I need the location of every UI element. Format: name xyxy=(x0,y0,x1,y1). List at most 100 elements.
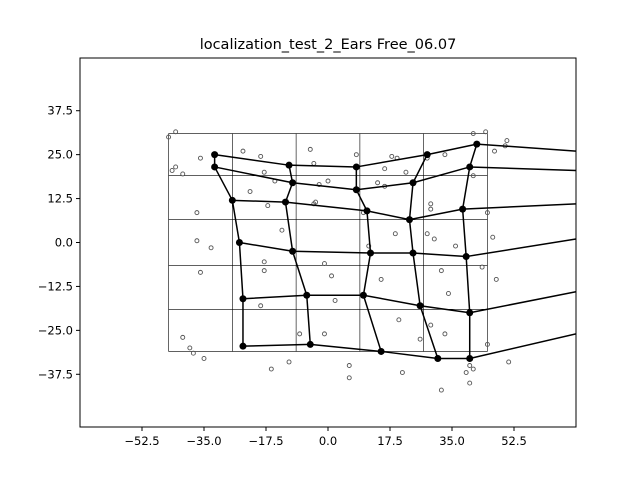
y-tick-label: −37.5 xyxy=(38,367,73,381)
y-tick-label: 37.5 xyxy=(47,104,73,118)
estimated-grid-node xyxy=(409,179,417,187)
estimated-grid-tail xyxy=(469,290,576,314)
response-point xyxy=(201,356,207,361)
response-point xyxy=(332,298,338,303)
estimated-grid-node xyxy=(281,198,289,206)
response-point xyxy=(375,180,381,186)
estimated-grid-node xyxy=(235,239,243,246)
response-point xyxy=(286,359,292,365)
chart-title: localization_test_2_Ears Free_06.07 xyxy=(200,37,457,53)
response-point xyxy=(483,129,489,135)
response-point xyxy=(346,363,352,368)
response-point xyxy=(417,336,423,342)
estimated-grid-node xyxy=(352,163,360,171)
response-point xyxy=(446,291,451,296)
response-point xyxy=(490,234,496,240)
response-point xyxy=(322,261,327,267)
plot-area xyxy=(166,129,576,393)
response-point xyxy=(438,387,444,393)
response-point xyxy=(265,203,271,209)
response-point xyxy=(428,201,434,207)
estimated-grid-node xyxy=(459,205,467,213)
estimated-grid-row xyxy=(242,294,470,314)
estimated-grid-node xyxy=(303,291,311,299)
estimated-grid-node xyxy=(352,186,360,194)
estimated-grid-tail xyxy=(466,238,576,258)
response-point xyxy=(442,331,448,337)
response-point xyxy=(428,206,434,212)
x-tick-label: 0.0 xyxy=(319,434,337,448)
response-point xyxy=(467,363,473,368)
estimated-grid-node xyxy=(359,291,367,299)
estimated-grid-node xyxy=(462,253,470,261)
response-point xyxy=(240,148,246,154)
estimated-grid-tail xyxy=(462,203,576,210)
response-point xyxy=(493,276,499,282)
response-point xyxy=(382,166,388,172)
response-point xyxy=(378,276,384,282)
estimated-grid-node xyxy=(409,249,417,257)
estimated-grid-node xyxy=(228,196,236,204)
x-tick-label: 17.5 xyxy=(377,434,403,448)
estimated-grid-node xyxy=(211,151,219,159)
response-point xyxy=(453,243,458,249)
estimated-grid-node xyxy=(466,163,474,171)
estimated-grid-node xyxy=(289,179,297,187)
y-tick-label: −12.5 xyxy=(38,279,73,293)
x-tick-label: 35.0 xyxy=(439,434,465,448)
response-point xyxy=(261,259,267,265)
response-point xyxy=(389,153,395,159)
response-point xyxy=(484,210,490,216)
response-point xyxy=(279,227,285,233)
estimated-grid-node xyxy=(466,354,474,362)
response-point xyxy=(311,160,317,166)
response-point xyxy=(484,341,490,347)
estimated-grid-node xyxy=(306,340,314,348)
response-point xyxy=(346,375,352,381)
response-point xyxy=(208,245,214,251)
estimated-grid-column xyxy=(213,154,244,347)
response-point xyxy=(198,269,203,275)
response-point xyxy=(392,231,398,237)
y-tick-label: −25.0 xyxy=(38,323,73,337)
estimated-grid-column xyxy=(461,143,478,359)
estimated-grid-node xyxy=(466,309,474,317)
response-point xyxy=(261,268,267,274)
response-point xyxy=(173,129,179,135)
estimated-grid-tail xyxy=(469,166,576,172)
response-point xyxy=(470,366,476,372)
response-point xyxy=(463,370,469,375)
y-tick-label: 0.0 xyxy=(55,236,73,250)
response-point xyxy=(258,303,264,309)
estimated-grid-tail xyxy=(469,333,576,360)
response-point xyxy=(194,210,200,216)
response-point xyxy=(180,334,186,340)
response-point xyxy=(431,236,437,242)
response-point xyxy=(307,146,313,152)
y-tick-label: 25.0 xyxy=(47,148,73,162)
estimated-grid-row xyxy=(232,199,463,221)
response-point xyxy=(399,370,405,375)
estimated-grid-column xyxy=(284,165,312,345)
response-point xyxy=(187,345,193,351)
response-point xyxy=(173,164,179,170)
estimated-grid-node xyxy=(239,295,247,303)
response-point xyxy=(180,171,186,177)
response-point xyxy=(442,152,448,158)
x-tick-label: −17.5 xyxy=(248,434,283,448)
estimated-grid-row xyxy=(214,143,477,168)
estimated-grid-node xyxy=(434,354,442,362)
x-tick-label: −52.5 xyxy=(124,434,159,448)
y-tick-label: 12.5 xyxy=(47,192,73,206)
x-tick-label: 52.5 xyxy=(501,434,527,448)
estimated-grid-node xyxy=(405,216,413,224)
response-point xyxy=(322,331,327,337)
response-point xyxy=(194,238,200,244)
estimated-grid-node xyxy=(367,249,375,257)
response-point xyxy=(297,331,303,337)
estimated-grid-column xyxy=(408,154,439,359)
response-point xyxy=(353,152,359,158)
response-point xyxy=(504,138,510,144)
response-point xyxy=(479,264,485,270)
